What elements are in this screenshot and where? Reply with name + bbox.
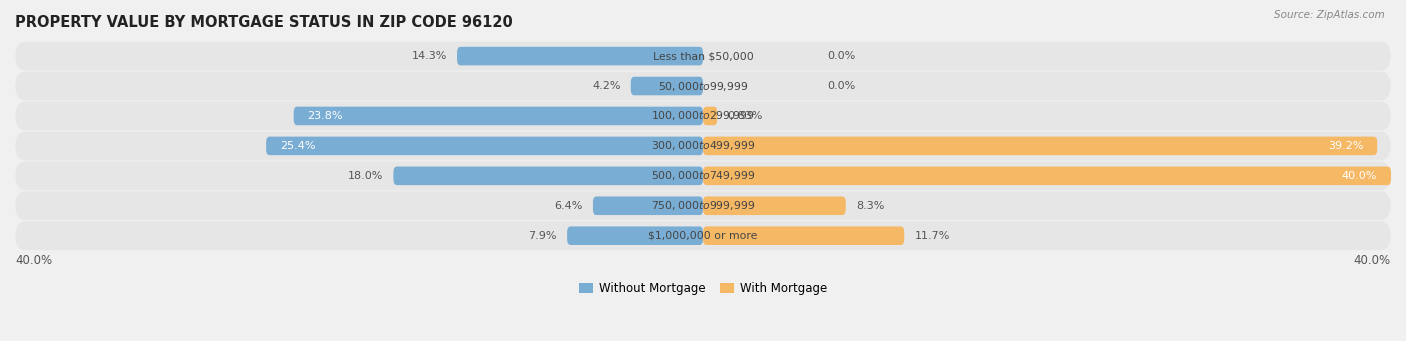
Text: 14.3%: 14.3% (412, 51, 447, 61)
FancyBboxPatch shape (457, 47, 703, 65)
Text: 40.0%: 40.0% (1354, 254, 1391, 267)
Text: $750,000 to $999,999: $750,000 to $999,999 (651, 199, 755, 212)
FancyBboxPatch shape (703, 226, 904, 245)
FancyBboxPatch shape (703, 107, 717, 125)
FancyBboxPatch shape (15, 191, 1391, 220)
Text: 8.3%: 8.3% (856, 201, 884, 211)
FancyBboxPatch shape (631, 77, 703, 95)
FancyBboxPatch shape (593, 196, 703, 215)
Text: 0.83%: 0.83% (727, 111, 763, 121)
FancyBboxPatch shape (15, 221, 1391, 250)
Text: $50,000 to $99,999: $50,000 to $99,999 (658, 79, 748, 92)
FancyBboxPatch shape (567, 226, 703, 245)
Text: 40.0%: 40.0% (15, 254, 52, 267)
FancyBboxPatch shape (15, 161, 1391, 190)
Text: Source: ZipAtlas.com: Source: ZipAtlas.com (1274, 10, 1385, 20)
Text: Less than $50,000: Less than $50,000 (652, 51, 754, 61)
Text: 7.9%: 7.9% (529, 231, 557, 241)
Text: $500,000 to $749,999: $500,000 to $749,999 (651, 169, 755, 182)
FancyBboxPatch shape (15, 102, 1391, 130)
Text: 11.7%: 11.7% (914, 231, 950, 241)
FancyBboxPatch shape (15, 132, 1391, 160)
Text: 0.0%: 0.0% (827, 51, 855, 61)
FancyBboxPatch shape (703, 196, 846, 215)
Text: 39.2%: 39.2% (1329, 141, 1364, 151)
Text: $100,000 to $299,999: $100,000 to $299,999 (651, 109, 755, 122)
Text: PROPERTY VALUE BY MORTGAGE STATUS IN ZIP CODE 96120: PROPERTY VALUE BY MORTGAGE STATUS IN ZIP… (15, 15, 513, 30)
Text: $300,000 to $499,999: $300,000 to $499,999 (651, 139, 755, 152)
Text: 0.0%: 0.0% (827, 81, 855, 91)
FancyBboxPatch shape (703, 166, 1391, 185)
Text: 4.2%: 4.2% (592, 81, 620, 91)
FancyBboxPatch shape (294, 107, 703, 125)
FancyBboxPatch shape (703, 137, 1378, 155)
Text: 18.0%: 18.0% (347, 171, 382, 181)
Text: $1,000,000 or more: $1,000,000 or more (648, 231, 758, 241)
Legend: Without Mortgage, With Mortgage: Without Mortgage, With Mortgage (579, 282, 827, 295)
FancyBboxPatch shape (266, 137, 703, 155)
Text: 40.0%: 40.0% (1341, 171, 1378, 181)
FancyBboxPatch shape (15, 72, 1391, 100)
Text: 25.4%: 25.4% (280, 141, 315, 151)
FancyBboxPatch shape (15, 42, 1391, 71)
Text: 23.8%: 23.8% (308, 111, 343, 121)
Text: 6.4%: 6.4% (554, 201, 582, 211)
FancyBboxPatch shape (394, 166, 703, 185)
